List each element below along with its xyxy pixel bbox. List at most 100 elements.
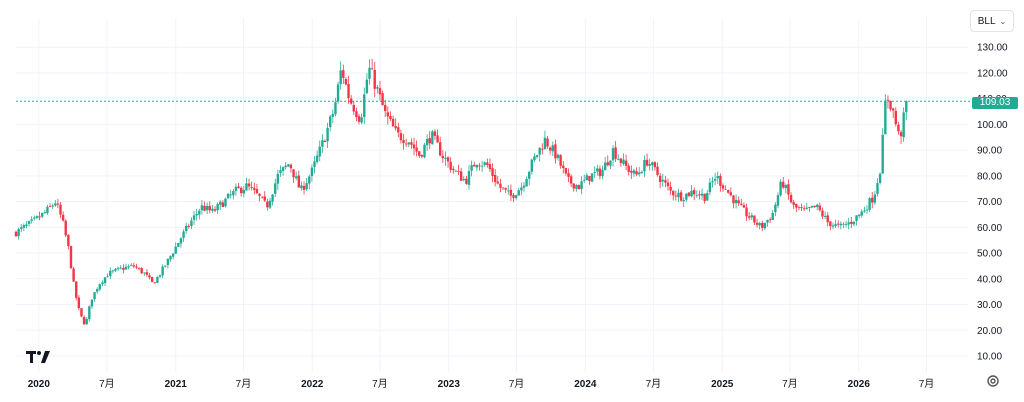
candle-body [90,299,94,307]
candle-body [428,138,431,144]
candle-body [229,194,232,196]
candle-body [894,111,898,125]
candle-body [127,266,130,268]
candles-layer [14,58,908,325]
candle-body [802,208,806,210]
candle-body [755,222,759,225]
candle-body [313,161,316,167]
candle-body [805,207,808,209]
candle-body [687,192,691,196]
candle-body [857,214,861,217]
candle-body [391,118,395,127]
candle-body [171,253,175,257]
candle-body [551,145,554,152]
candle-body [402,140,405,144]
candle-body [567,173,570,177]
candle-body [467,171,471,185]
candle-body [902,112,905,138]
candle-body [232,191,235,196]
x-tick-label: 7月 [919,378,935,390]
candle-body [266,201,269,208]
x-tick-label: 2021 [165,379,188,390]
candle-body [80,308,83,317]
candle-body [82,316,86,325]
candle-body [745,207,748,217]
candle-body [425,138,429,146]
candle-body [376,87,379,89]
candle-body [632,170,636,174]
candle-body [208,206,211,211]
candle-body [622,159,625,164]
candle-body [548,147,552,151]
candle-body [588,176,591,182]
candle-body [43,212,47,214]
candle-body [716,175,719,179]
candle-body [465,178,468,184]
x-tick-label: 7月 [782,378,798,390]
symbol-select[interactable]: BLL ⌄ [970,10,1014,32]
candle-body [488,164,492,170]
candle-body [509,189,513,196]
candle-body [651,162,654,166]
candle-body [617,158,620,160]
candle-body [596,168,599,172]
candle-body [834,224,837,227]
y-tick-label: 130.00 [977,43,1008,54]
y-tick-label: 100.00 [977,120,1008,131]
candle-body [418,151,421,156]
candle-body [703,193,706,202]
candle-body [116,267,120,269]
candle-body [190,220,193,226]
candle-body [54,203,57,206]
candle-body [475,164,479,168]
candle-body [342,70,345,78]
candle-body [598,168,602,177]
candle-body [242,189,246,194]
candle-body [708,182,712,193]
candle-body [719,175,722,186]
candle-body [525,179,528,187]
candle-body [98,284,101,290]
candle-body [823,216,827,217]
tradingview-logo-icon[interactable] [26,350,50,368]
candle-body [226,193,230,199]
candle-body [543,137,547,150]
candle-body [831,225,835,227]
candle-body [103,277,107,283]
candle-body [132,265,136,267]
candle-body [106,276,109,278]
y-tick-label: 80.00 [977,171,1002,182]
candle-body [318,146,321,157]
candle-body [891,108,895,111]
candle-body [25,224,28,226]
candle-body [619,158,623,163]
candle-body [72,268,75,282]
candle-body [480,165,484,167]
candle-body [784,185,788,189]
candle-body [782,181,785,188]
candle-body [690,190,693,197]
settings-gear-icon[interactable] [986,374,1000,388]
candle-body [732,195,735,204]
candle-body [766,220,769,223]
candle-body [148,275,151,278]
candle-body [174,246,177,254]
candle-body [20,227,23,230]
candle-body [310,167,314,177]
candle-body [182,231,185,238]
candle-body [640,171,644,174]
candle-body [473,164,476,167]
candle-body [258,193,261,196]
candle-body [166,258,170,266]
candle-body [813,205,816,208]
candle-body [611,148,615,161]
candle-body [614,147,617,159]
candle-body [48,206,52,207]
x-tick-label: 2025 [711,379,734,390]
candle-body [564,167,568,174]
candle-body [645,159,649,166]
candle-body [386,112,390,117]
candle-body [844,224,848,225]
y-tick-label: 40.00 [977,274,1002,285]
